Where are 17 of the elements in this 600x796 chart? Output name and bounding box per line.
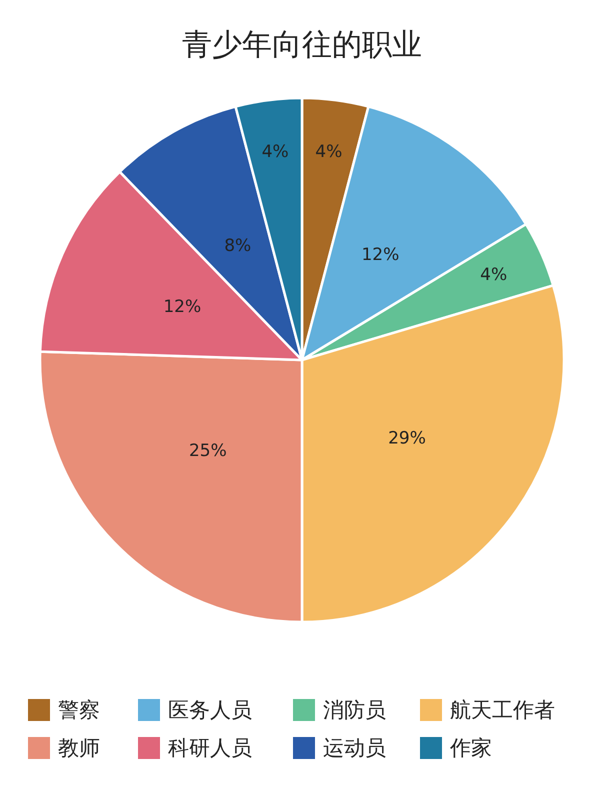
data-label: 25% <box>189 441 227 462</box>
legend-label: 航天工作者 <box>450 698 555 722</box>
chart-title: 青少年向往的职业 <box>182 28 422 62</box>
legend-label: 科研人员 <box>168 736 252 760</box>
legend-label: 警察 <box>58 698 100 722</box>
data-label: 12% <box>361 245 400 266</box>
data-label: 8% <box>224 236 252 256</box>
data-label: 4% <box>262 142 289 162</box>
legend-label: 医务人员 <box>168 698 252 722</box>
data-label: 29% <box>388 428 426 448</box>
legend-label: 消防员 <box>323 698 386 722</box>
data-label: 4% <box>315 142 342 162</box>
legend-label: 教师 <box>58 736 100 760</box>
data-label: 12% <box>163 296 202 317</box>
legend-label: 运动员 <box>323 736 386 760</box>
data-label: 4% <box>480 265 508 286</box>
legend-label: 作家 <box>449 736 492 760</box>
